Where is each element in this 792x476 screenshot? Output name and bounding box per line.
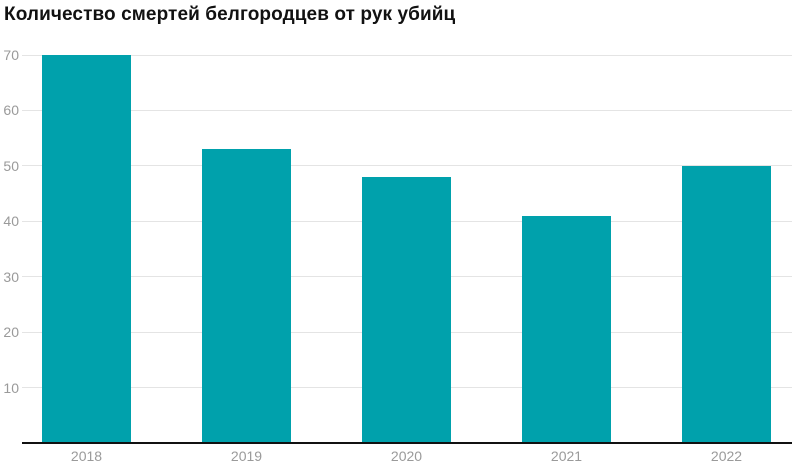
y-tick-label: 40: [3, 213, 19, 230]
bar-2018: [42, 55, 131, 443]
x-axis-line: [22, 442, 792, 444]
x-tick-label: 2022: [710, 448, 743, 464]
y-tick-label: 70: [3, 47, 19, 63]
x-tick-label: 2020: [390, 448, 423, 464]
bar-2020: [362, 176, 451, 443]
bar-2022: [682, 165, 771, 443]
y-tick-label: 60: [3, 102, 19, 119]
y-tick-label: 20: [3, 324, 19, 341]
x-tick-label: 2018: [70, 448, 103, 464]
x-tick-label: 2019: [230, 448, 263, 464]
bar-2019: [202, 149, 291, 443]
gridline: [22, 109, 792, 111]
x-tick-label: 2021: [550, 448, 583, 464]
y-tick-label: 50: [3, 157, 19, 174]
y-tick-label: 10: [3, 379, 19, 396]
bar-2021: [522, 215, 611, 443]
gridline: [22, 165, 792, 167]
y-tick-label: 30: [3, 268, 19, 285]
gridline: [22, 54, 792, 56]
chart-title: Количество смертей белгородцев от рук уб…: [4, 4, 456, 25]
